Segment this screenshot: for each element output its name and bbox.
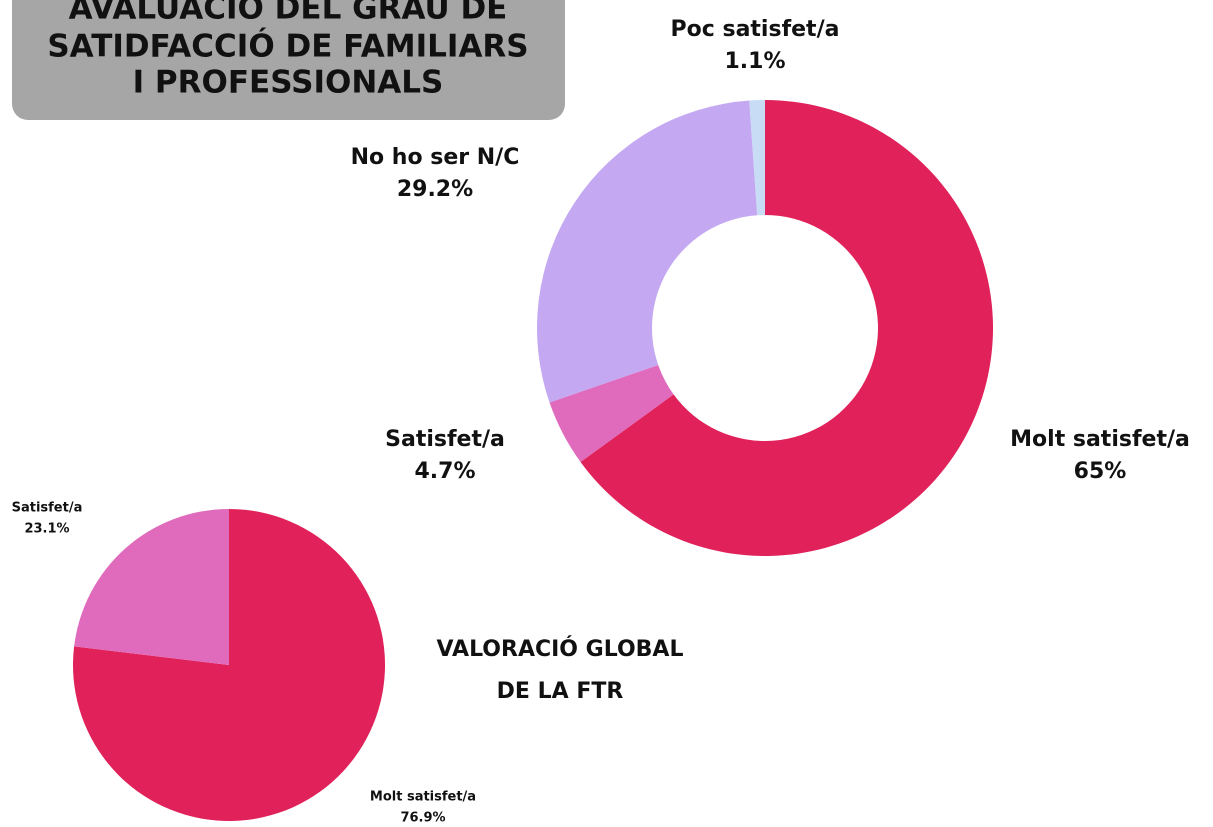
chart-title: AVALUACIÓ DEL GRAU DE: [69, 0, 508, 27]
slice-value: 4.7%: [414, 459, 475, 484]
chart-title: I PROFESSIONALS: [133, 65, 444, 101]
title-box: [12, 0, 565, 120]
slice-value: 76.9%: [400, 811, 445, 826]
slice-label: Molt satisfet/a: [370, 790, 476, 805]
chart-title: SATIDFACCIÓ DE FAMILIARS: [47, 28, 528, 65]
donut-segment: [549, 364, 674, 463]
slice-value: 29.2%: [397, 177, 473, 202]
slice-label: Satisfet/a: [12, 501, 83, 516]
donut-segment: [580, 100, 993, 556]
donut-segment: [749, 100, 765, 216]
slice-value: 23.1%: [24, 522, 69, 537]
slice-value: 65%: [1074, 459, 1127, 484]
donut-segment: [537, 100, 758, 403]
slice-label: Satisfet/a: [385, 427, 505, 452]
slice-label: Poc satisfet/a: [671, 17, 840, 42]
slice-value: 1.1%: [724, 49, 785, 74]
chart-title: DE LA FTR: [497, 679, 624, 704]
chart-title: VALORACIÓ GLOBAL: [437, 636, 684, 662]
slice-label: No ho ser N/C: [351, 145, 520, 170]
slice-label: Molt satisfet/a: [1010, 427, 1190, 452]
pie-slice: [74, 508, 229, 665]
pie-slice: [72, 509, 385, 821]
